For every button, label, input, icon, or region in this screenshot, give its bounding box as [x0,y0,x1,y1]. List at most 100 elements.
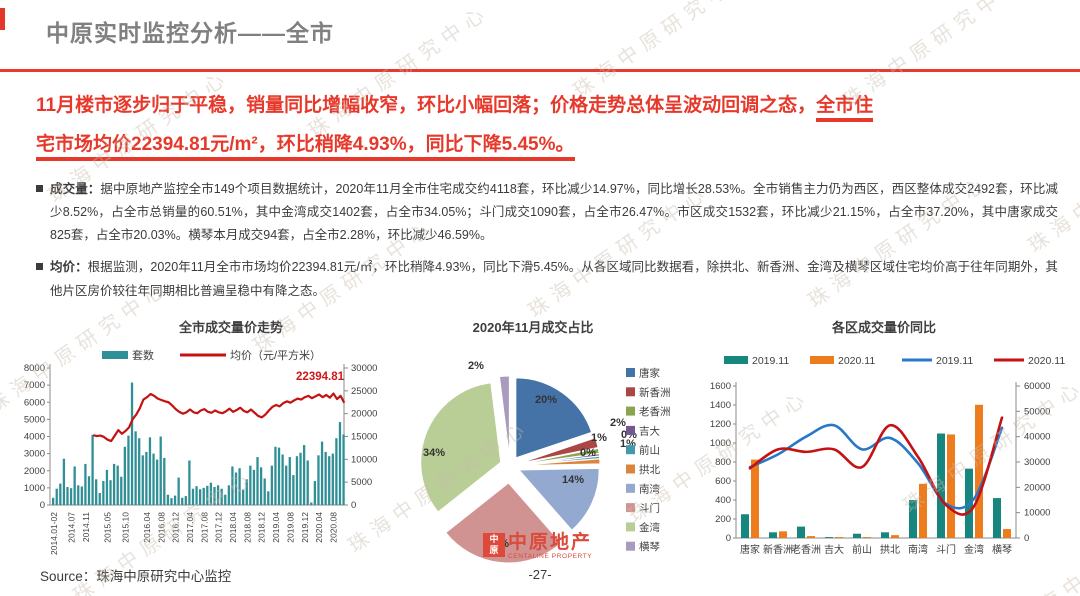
svg-text:斗门: 斗门 [936,543,956,556]
svg-text:1000: 1000 [24,483,45,494]
chart-title: 各区成交量价同比 [831,320,936,335]
svg-text:5000: 5000 [24,414,45,425]
svg-text:前山: 前山 [639,444,660,457]
svg-text:唐家: 唐家 [740,543,760,556]
svg-text:2019.11: 2019.11 [752,355,789,367]
volume-price-trend-chart: 全市成交量价走势 套数 均价（元/平方米） 0 1000 2000 3000 4000 5000… [14,316,396,578]
svg-text:2016.12: 2016.12 [171,512,181,543]
headline-text: 11月楼市逐步归于平稳，销量同比增幅收窄，环比小幅回落；价格走势总体呈波动回调之… [36,95,817,116]
bullet-square-icon [36,185,43,192]
svg-text:800: 800 [715,457,731,468]
svg-text:7000: 7000 [24,380,45,391]
pie-slices [420,375,601,564]
svg-text:新香洲: 新香洲 [763,543,793,556]
headline-underlined-1: 全市住 [816,95,874,122]
svg-text:0: 0 [40,500,45,511]
svg-text:2020.11: 2020.11 [838,355,875,367]
centaline-seal-icon: 中原 [483,533,505,557]
svg-text:0%: 0% [580,447,596,459]
logo-name: 中原地产 [508,532,593,553]
svg-text:前山: 前山 [852,543,872,556]
svg-text:15000: 15000 [351,432,377,443]
svg-text:横琴: 横琴 [639,540,660,553]
volume-bars [52,382,345,505]
svg-text:0: 0 [726,533,731,544]
svg-text:2020.11: 2020.11 [1028,355,1065,367]
svg-text:1600: 1600 [710,381,731,392]
svg-text:斗门: 斗门 [639,502,660,515]
svg-text:2018.04: 2018.04 [228,512,238,543]
bullet-volume-label: 成交量： [50,182,101,196]
svg-text:60000: 60000 [1024,381,1050,392]
bullet-square-icon [36,263,43,271]
price-line [92,392,346,443]
svg-text:20%: 20% [535,394,557,406]
svg-text:400: 400 [715,495,731,506]
svg-text:2019.08: 2019.08 [285,512,295,543]
svg-text:10000: 10000 [1024,508,1050,519]
svg-text:2020.04: 2020.04 [314,512,324,543]
transaction-share-pie-chart: 2020年11月成交占比20%2%1%0%0%1%14%26%34%2%唐家新香… [398,316,700,578]
svg-text:2014.01-02: 2014.01-02 [49,512,59,555]
svg-text:34%: 34% [423,447,445,459]
svg-text:20000: 20000 [1024,482,1050,493]
svg-text:1200: 1200 [710,419,731,430]
svg-text:8000: 8000 [24,363,45,374]
svg-text:2017.12: 2017.12 [214,512,224,543]
svg-text:5000: 5000 [351,477,372,488]
svg-text:2000: 2000 [24,466,45,477]
svg-text:40000: 40000 [1024,432,1050,443]
summary-bullets: 成交量：据中原地产监控全市149个项目数据统计，2020年11月全市住宅成交约4… [36,178,1058,312]
svg-text:2017.08: 2017.08 [199,512,209,543]
svg-text:2019.12: 2019.12 [300,512,310,543]
svg-text:2017.04: 2017.04 [185,512,195,543]
svg-text:1000: 1000 [710,438,731,449]
svg-text:0: 0 [1024,533,1029,544]
svg-text:唐家: 唐家 [639,367,660,380]
svg-text:老香洲: 老香洲 [791,543,821,556]
svg-text:0: 0 [351,500,356,511]
line-2020.11 [748,416,1004,516]
headline-underlined-2: 宅市场均价22394.81元/m²，环比稍降4.93%，同比下降5.45%。 [36,134,575,161]
svg-text:2016.04: 2016.04 [142,512,152,543]
svg-text:4000: 4000 [24,432,45,443]
accent-bar [0,8,5,30]
svg-text:30000: 30000 [1024,457,1050,468]
svg-text:30000: 30000 [351,363,377,374]
svg-text:50000: 50000 [1024,406,1050,417]
bullet-volume: 成交量：据中原地产监控全市149个项目数据统计，2020年11月全市住宅成交约4… [36,178,1058,247]
centaline-logo: 中原 中原地产 CENTALINE PROPERTY [483,533,592,561]
source-note: Source：珠海中原研究中心监控 [40,569,232,584]
bullet-price-label: 均价： [50,260,88,275]
page-number: -27- [528,567,552,582]
svg-text:200: 200 [715,514,731,525]
svg-text:2019.11: 2019.11 [936,355,973,367]
bars-2020.11 [751,404,1011,538]
district-yoy-chart: 各区成交量价同比 2019.11 2020.11 2019.11 2020.11 0 200… [698,316,1080,578]
title-divider [0,69,1080,72]
svg-text:金湾: 金湾 [964,543,984,556]
price-annotation: 22394.81 [296,371,345,383]
svg-text:吉大: 吉大 [824,543,844,556]
svg-text:2015.10: 2015.10 [121,512,131,543]
bullet-price: 均价：根据监测，2020年11月全市市场均价22394.81元/㎡，环比稍降4.… [36,256,1058,302]
svg-text:横琴: 横琴 [992,543,1012,556]
svg-text:2018.08: 2018.08 [242,512,252,543]
svg-text:2020.08: 2020.08 [328,512,338,543]
svg-text:新香洲: 新香洲 [639,386,671,399]
svg-text:拱北: 拱北 [639,463,660,476]
bullet-volume-text: 据中原地产监控全市149个项目数据统计，2020年11月全市住宅成交约4118套… [50,182,1058,243]
logo-subtitle: CENTALINE PROPERTY [508,553,593,560]
svg-text:3000: 3000 [24,449,45,460]
svg-text:拱北: 拱北 [880,543,900,556]
svg-text:南湾: 南湾 [908,543,928,556]
svg-text:2014.07: 2014.07 [67,512,77,543]
chart-title: 全市成交量价走势 [178,320,283,335]
page-title: 中原实时监控分析——全市 [46,20,334,46]
svg-text:2014.11: 2014.11 [81,512,91,542]
chart-title: 2020年11月成交占比 [473,320,594,335]
svg-text:2015.05: 2015.05 [103,512,113,543]
svg-text:吉大: 吉大 [639,424,660,437]
